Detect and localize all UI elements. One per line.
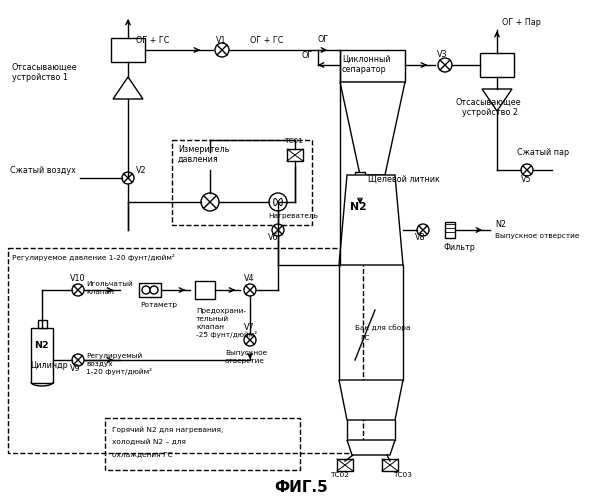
Circle shape bbox=[201, 193, 219, 211]
Bar bbox=[340, 50, 405, 82]
Text: ГС: ГС bbox=[360, 335, 370, 341]
Bar bbox=[195, 281, 215, 299]
Bar bbox=[111, 38, 145, 62]
Circle shape bbox=[72, 354, 84, 366]
Polygon shape bbox=[340, 82, 405, 175]
Text: клапан: клапан bbox=[86, 289, 114, 295]
Text: Сжатый воздух: Сжатый воздух bbox=[10, 166, 76, 175]
Text: Горячий N2 для нагревания,: Горячий N2 для нагревания, bbox=[112, 426, 223, 433]
Bar bbox=[105, 418, 300, 470]
Text: отверстие: отверстие bbox=[225, 358, 265, 364]
Text: Бак для сбора: Бак для сбора bbox=[355, 324, 411, 331]
Text: ОГ: ОГ bbox=[302, 51, 313, 60]
Text: ОГ + Пар: ОГ + Пар bbox=[502, 18, 541, 27]
Circle shape bbox=[438, 58, 452, 72]
Text: Выпускное: Выпускное bbox=[225, 350, 267, 356]
Text: Щелевой литник: Щелевой литник bbox=[368, 175, 440, 184]
Circle shape bbox=[269, 193, 287, 211]
Text: устройство 2: устройство 2 bbox=[462, 108, 518, 117]
Text: клапан: клапан bbox=[196, 324, 224, 330]
Text: N2: N2 bbox=[495, 220, 506, 229]
Text: N2: N2 bbox=[350, 202, 367, 212]
Bar bbox=[8, 248, 363, 453]
Bar bbox=[172, 140, 312, 225]
Text: воздух: воздух bbox=[86, 361, 113, 367]
Circle shape bbox=[72, 284, 84, 296]
Text: V1: V1 bbox=[216, 36, 227, 45]
Bar bbox=[38, 320, 47, 328]
Circle shape bbox=[122, 172, 134, 184]
Bar bbox=[31, 328, 53, 383]
Polygon shape bbox=[339, 175, 403, 265]
Text: охлаждения ГС: охлаждения ГС bbox=[112, 451, 172, 457]
Text: холодный N2 – для: холодный N2 – для bbox=[112, 438, 186, 445]
Polygon shape bbox=[113, 77, 143, 99]
Bar bbox=[480, 53, 514, 77]
Text: ОГ + ГС: ОГ + ГС bbox=[136, 36, 169, 45]
Text: V4: V4 bbox=[244, 274, 254, 283]
Text: Сжатый пар: Сжатый пар bbox=[517, 148, 569, 157]
Bar bbox=[445, 222, 455, 238]
Text: N2: N2 bbox=[34, 341, 49, 350]
Bar bbox=[382, 459, 398, 471]
Circle shape bbox=[244, 284, 256, 296]
Text: ТС02: ТС02 bbox=[330, 472, 349, 478]
Text: Отсасывающее: Отсасывающее bbox=[12, 63, 78, 72]
Circle shape bbox=[150, 286, 158, 294]
Bar bbox=[287, 149, 303, 161]
Text: ТС01: ТС01 bbox=[284, 138, 303, 144]
Text: устройство 1: устройство 1 bbox=[12, 73, 68, 82]
Bar bbox=[139, 283, 161, 297]
Text: Регулируемый: Регулируемый bbox=[86, 352, 142, 359]
Text: давления: давления bbox=[178, 155, 219, 164]
Bar bbox=[355, 172, 365, 182]
Text: Фильтр: Фильтр bbox=[443, 243, 475, 252]
Text: Цилиндр: Цилиндр bbox=[30, 361, 68, 370]
Text: V9: V9 bbox=[70, 364, 81, 373]
Text: ОГ: ОГ bbox=[318, 35, 329, 44]
Text: тельный: тельный bbox=[196, 316, 229, 322]
Text: сепаратор: сепаратор bbox=[342, 65, 387, 74]
Circle shape bbox=[521, 164, 533, 176]
Circle shape bbox=[215, 43, 229, 57]
Text: V8: V8 bbox=[415, 233, 426, 242]
Polygon shape bbox=[347, 440, 395, 455]
Text: ТС03: ТС03 bbox=[393, 472, 412, 478]
Text: Игольчатый: Игольчатый bbox=[86, 281, 133, 287]
Text: Отсасывающее: Отсасывающее bbox=[455, 98, 520, 107]
Text: Циклонный: Циклонный bbox=[342, 55, 391, 64]
Text: Нагреватель: Нагреватель bbox=[268, 213, 318, 219]
Text: ОГ + ГС: ОГ + ГС bbox=[250, 36, 283, 45]
Text: ФИГ.5: ФИГ.5 bbox=[274, 480, 328, 495]
Circle shape bbox=[417, 224, 429, 236]
Text: Измеритель: Измеритель bbox=[178, 145, 229, 154]
Text: V7: V7 bbox=[244, 323, 254, 332]
Text: Ротаметр: Ротаметр bbox=[140, 302, 177, 308]
Polygon shape bbox=[482, 89, 512, 111]
Text: 1-20 фунт/дюйм²: 1-20 фунт/дюйм² bbox=[86, 368, 152, 375]
Circle shape bbox=[244, 334, 256, 346]
Text: Регулируемое давление 1-20 фунт/дюйм²: Регулируемое давление 1-20 фунт/дюйм² bbox=[12, 254, 175, 261]
Bar bbox=[337, 459, 353, 471]
Polygon shape bbox=[339, 380, 403, 420]
Text: Предохрани-: Предохрани- bbox=[196, 308, 246, 314]
Circle shape bbox=[142, 286, 150, 294]
Text: V6: V6 bbox=[268, 233, 279, 242]
Text: -25 фунт/дюйм²: -25 фунт/дюйм² bbox=[196, 331, 257, 338]
Circle shape bbox=[272, 224, 284, 236]
Text: Выпускное отверстие: Выпускное отверстие bbox=[495, 233, 579, 239]
Text: V5: V5 bbox=[521, 175, 532, 184]
Text: V10: V10 bbox=[70, 274, 86, 283]
Text: V3: V3 bbox=[437, 50, 447, 59]
Text: V2: V2 bbox=[136, 166, 147, 175]
